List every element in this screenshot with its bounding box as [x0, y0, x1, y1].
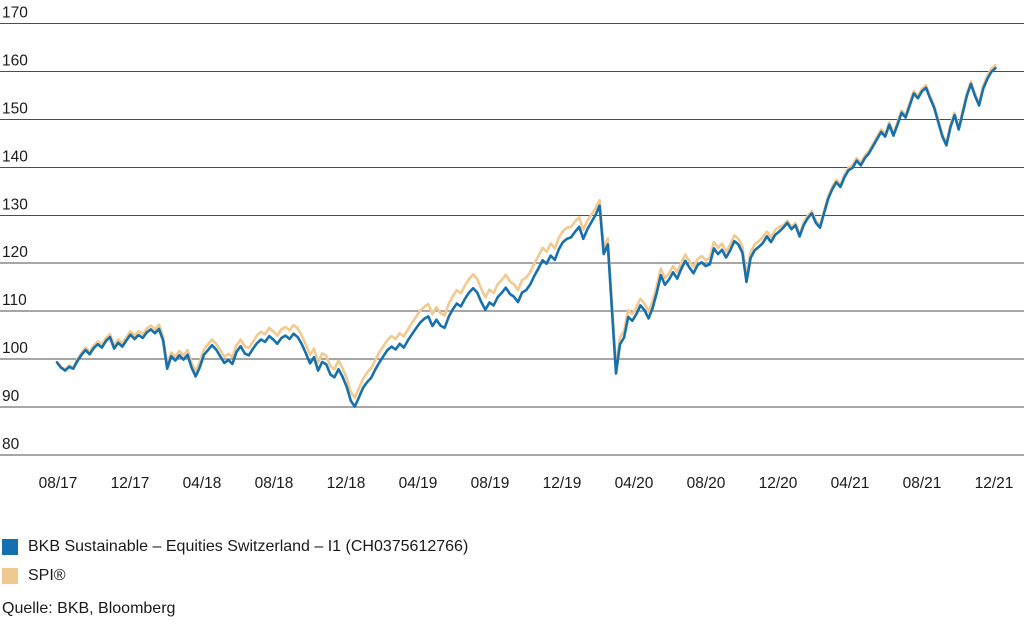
legend: BKB Sustainable – Equities Switzerland –… — [2, 539, 468, 597]
y-axis-label: 80 — [2, 436, 20, 453]
x-axis-label: 08/19 — [471, 475, 510, 492]
x-axis-label: 08/18 — [255, 475, 294, 492]
x-axis-label: 08/21 — [903, 475, 942, 492]
spi-series-line — [55, 63, 997, 399]
x-axis-label: 12/19 — [543, 475, 582, 492]
bkb-fund-series-line — [55, 66, 997, 408]
x-axis-label: 08/20 — [687, 475, 726, 492]
y-axis-label: 150 — [2, 100, 28, 117]
legend-item-spi: SPI® — [2, 568, 468, 584]
y-axis-label: 90 — [2, 388, 20, 405]
y-axis-label: 110 — [2, 292, 27, 309]
x-axis-label: 12/21 — [975, 475, 1014, 492]
y-axis-label: 170 — [2, 5, 28, 22]
y-axis-label: 130 — [2, 196, 28, 213]
spi-series-label: SPI® — [28, 567, 66, 584]
bkb-fund-series-label: BKB Sustainable – Equities Switzerland –… — [28, 538, 469, 555]
source-note: Quelle: BKB, Bloomberg — [2, 600, 176, 617]
x-axis-label: 04/18 — [183, 475, 222, 492]
y-axis-label: 140 — [2, 148, 28, 165]
x-axis-label: 12/17 — [111, 475, 150, 492]
spi-series-swatch — [2, 568, 18, 584]
bkb-fund-series-swatch — [2, 539, 18, 555]
x-axis-label: 12/18 — [327, 475, 366, 492]
x-axis-label: 08/17 — [39, 475, 78, 492]
x-axis-label: 12/20 — [759, 475, 798, 492]
y-axis-label: 100 — [2, 340, 28, 357]
x-axis-label: 04/20 — [615, 475, 654, 492]
x-axis-label: 04/21 — [831, 475, 870, 492]
legend-item-bkb-fund: BKB Sustainable – Equities Switzerland –… — [2, 539, 468, 555]
y-axis-label: 120 — [2, 244, 28, 261]
x-axis-label: 04/19 — [399, 475, 438, 492]
y-axis-label: 160 — [2, 52, 28, 69]
